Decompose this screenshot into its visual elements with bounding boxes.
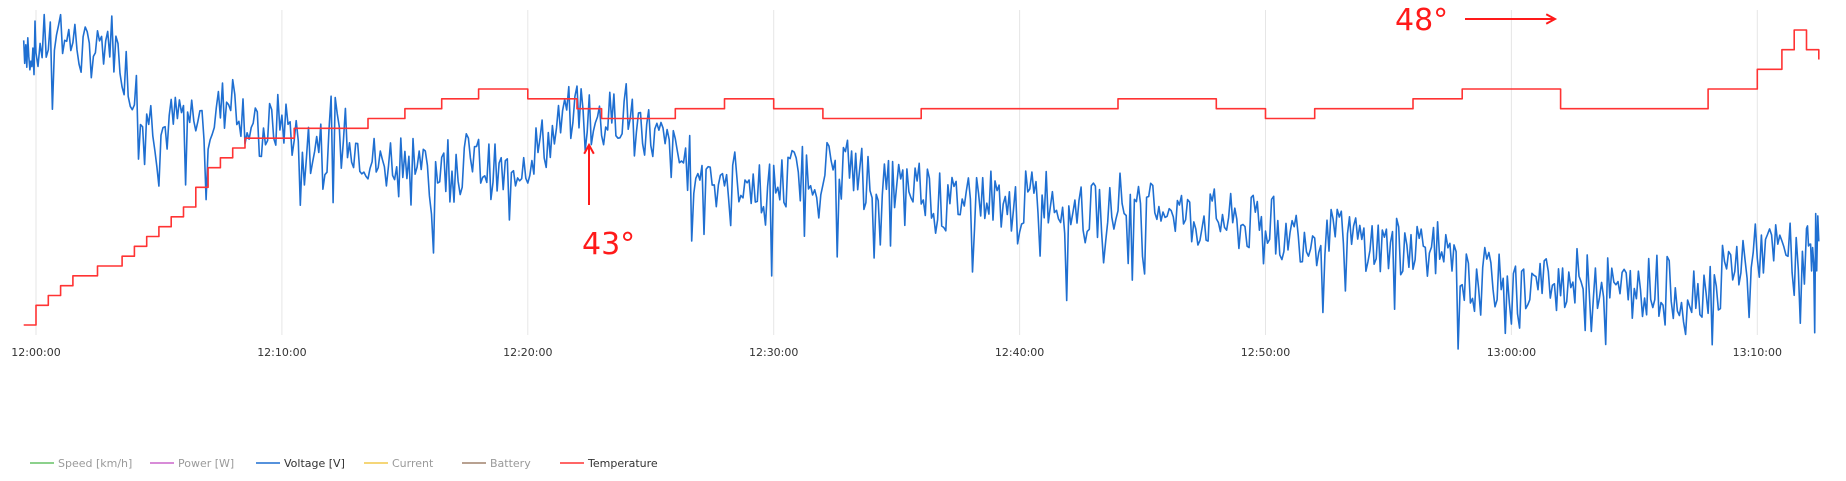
legend-item[interactable]: Speed [km/h]: [58, 457, 132, 470]
legend-item[interactable]: Power [W]: [178, 457, 234, 470]
x-tick-label: 12:20:00: [503, 346, 552, 359]
x-tick-label: 12:10:00: [257, 346, 306, 359]
series-line-5: [23, 29, 1820, 326]
legend-item[interactable]: Battery: [490, 457, 531, 470]
series-line-2: [22, 13, 1820, 350]
legend-item[interactable]: Voltage [V]: [284, 457, 345, 470]
legend-item[interactable]: Current: [392, 457, 434, 470]
legend: Speed [km/h] Power [W] Voltage [V] Current B…: [30, 457, 658, 470]
x-tick-label: 12:00:00: [11, 346, 60, 359]
x-tick-label: 12:50:00: [1241, 346, 1290, 359]
annotation-arrowhead: [1545, 13, 1558, 25]
legend-item[interactable]: Temperature: [587, 457, 658, 470]
annotation-arrowhead: [583, 142, 595, 155]
annotations: 48° 43°: [582, 3, 1558, 262]
x-tick-label: 12:30:00: [749, 346, 798, 359]
vertical-gridlines: [35, 10, 1758, 335]
x-tick-label: 13:00:00: [1487, 346, 1536, 359]
series-layer: [22, 13, 1820, 350]
x-axis-tick-labels: 12:00:00 12:10:00 12:20:00 12:30:00 12:40:00…: [11, 346, 1782, 359]
x-tick-label: 12:40:00: [995, 346, 1044, 359]
annotation-label: 48°: [1395, 3, 1448, 38]
x-tick-label: 13:10:00: [1733, 346, 1782, 359]
annotation-label: 43°: [582, 227, 635, 262]
